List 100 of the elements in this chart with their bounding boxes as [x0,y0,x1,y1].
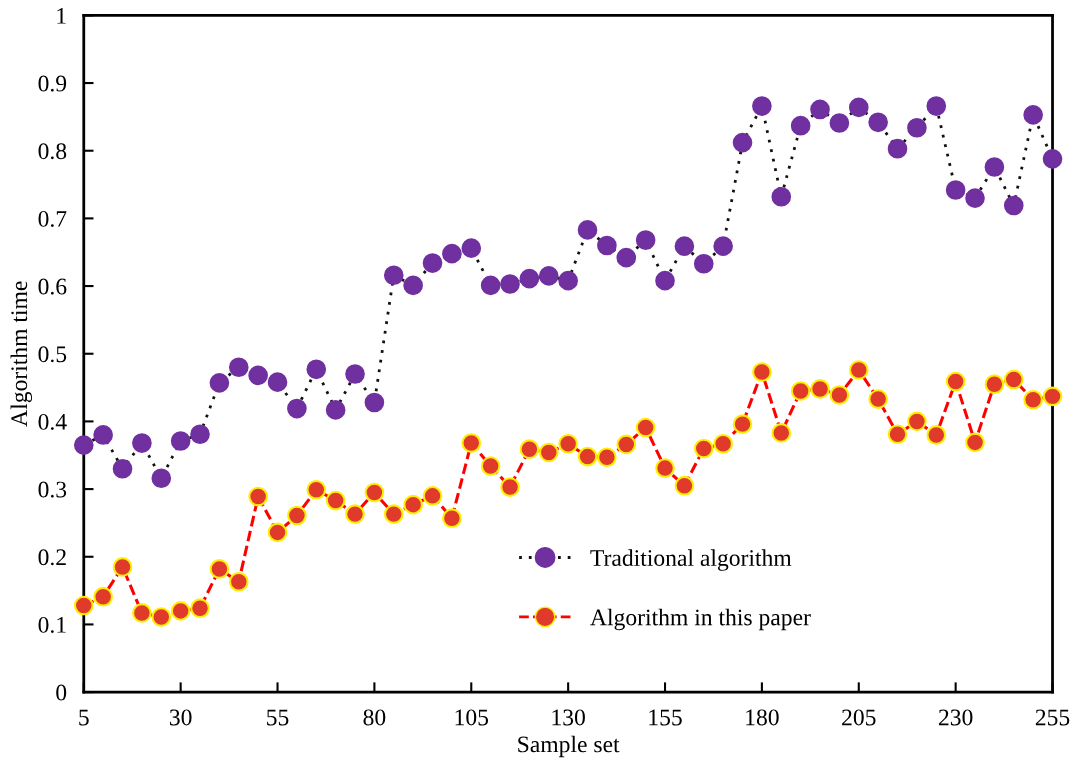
point [597,235,617,256]
point [287,398,307,419]
point [73,435,94,455]
point [132,603,152,623]
point [887,138,908,159]
legend-label: Algorithm in this paper [590,608,811,631]
point [635,230,656,250]
point [228,571,249,592]
point [422,486,443,506]
point [868,389,888,409]
point [73,595,94,616]
point [790,381,811,401]
point [655,458,675,478]
point [383,265,404,286]
point [519,439,540,459]
point [907,117,927,138]
point [403,275,423,296]
point [151,468,172,489]
x-tick-label: 105 [455,709,489,726]
point [984,157,1005,177]
legend-label: Traditional algorithm [590,549,792,571]
point [674,475,695,496]
y-tick-label: 0.5 [38,346,67,363]
y-tick-label: 1 [57,7,66,24]
point [228,357,249,378]
point [112,458,133,479]
point [771,186,792,207]
point [732,414,753,434]
y-tick-label: 0.4 [38,413,67,430]
x-tick-label: 5 [79,709,89,726]
y-tick-label: 0 [56,684,67,701]
point [1023,105,1043,125]
point [848,360,869,380]
point [170,431,191,451]
point [248,365,268,386]
point [519,268,540,289]
point [558,433,578,454]
point [597,447,617,468]
point [616,247,637,268]
point [151,607,172,627]
point [209,559,230,579]
point [810,379,830,399]
point [383,504,404,524]
x-tick-label: 55 [267,709,289,726]
point [868,112,888,133]
point [132,433,152,453]
point [442,243,462,264]
point [93,586,113,607]
point [752,362,772,382]
point [655,270,675,291]
point [616,434,637,455]
point [693,253,714,274]
point [267,522,288,543]
point [500,477,520,497]
x-tick-label: 80 [363,709,386,726]
y-tick-label: 0.2 [38,549,66,566]
point [287,505,307,526]
point [577,446,598,467]
point [325,490,346,511]
point [461,433,482,453]
x-tick-label: 180 [746,709,779,726]
point [810,99,830,120]
x-tick-label: 230 [938,709,973,726]
point [790,115,811,136]
point [771,423,792,443]
point [1042,149,1063,169]
x-tick-label: 255 [1035,709,1070,726]
point [345,364,365,384]
x-axis-title: Sample set [518,735,620,758]
point [577,220,598,240]
point [1003,195,1024,216]
point [907,411,927,432]
point [693,438,714,459]
y-tick-label: 0.8 [38,143,67,160]
point [461,238,482,258]
point [538,266,559,286]
point [635,417,656,438]
point [829,385,850,405]
point [190,598,210,619]
point [112,557,133,577]
point [190,424,210,445]
point [306,359,327,380]
point [422,253,443,273]
point [926,96,947,116]
point [500,274,520,294]
y-tick-label: 0.7 [38,210,67,227]
point [248,486,268,507]
point [442,508,462,529]
y-tick-label: 0.1 [38,616,66,633]
point [209,373,230,393]
point [345,504,365,524]
point [984,374,1005,395]
point [267,372,288,392]
point [558,270,578,291]
point [93,425,113,445]
point [364,392,385,413]
point [480,456,501,476]
y-tick-label: 0.3 [38,481,67,498]
point [752,96,772,116]
y-tick-label: 0.6 [38,278,67,295]
